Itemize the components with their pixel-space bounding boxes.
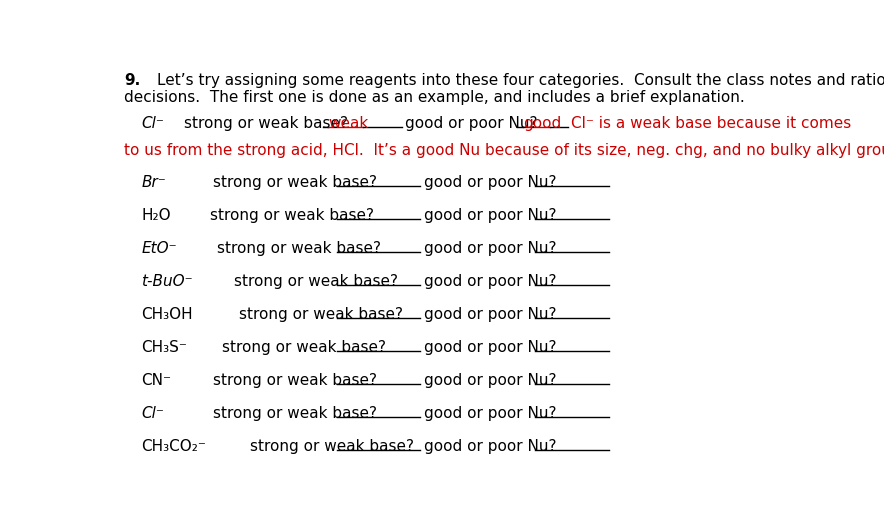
Text: good or poor Nu?: good or poor Nu?: [423, 373, 556, 388]
Text: H₂O: H₂O: [141, 208, 171, 223]
Text: strong or weak base?: strong or weak base?: [249, 439, 414, 454]
Text: decisions.  The first one is done as an example, and includes a brief explanatio: decisions. The first one is done as an e…: [124, 90, 745, 104]
Text: t-BuO⁻: t-BuO⁻: [141, 274, 193, 289]
Text: strong or weak base?: strong or weak base?: [185, 116, 348, 130]
Text: strong or weak base?: strong or weak base?: [213, 406, 377, 421]
Text: strong or weak base?: strong or weak base?: [233, 274, 398, 289]
Text: good or poor Nu?: good or poor Nu?: [423, 307, 556, 322]
Text: EtO⁻: EtO⁻: [141, 241, 177, 256]
Text: strong or weak base?: strong or weak base?: [213, 373, 377, 388]
Text: Cl⁻: Cl⁻: [141, 116, 164, 130]
Text: Br⁻: Br⁻: [141, 175, 166, 190]
Text: 9.: 9.: [124, 73, 141, 88]
Text: strong or weak base?: strong or weak base?: [217, 241, 381, 256]
Text: good or poor Nu?: good or poor Nu?: [423, 340, 556, 355]
Text: CH₃S⁻: CH₃S⁻: [141, 340, 187, 355]
Text: good or poor Nu?: good or poor Nu?: [405, 116, 537, 130]
Text: Cl⁻ is a weak base because it comes: Cl⁻ is a weak base because it comes: [571, 116, 851, 130]
Text: good or poor Nu?: good or poor Nu?: [423, 241, 556, 256]
Text: strong or weak base?: strong or weak base?: [213, 175, 377, 190]
Text: Let’s try assigning some reagents into these four categories.  Consult the class: Let’s try assigning some reagents into t…: [157, 73, 884, 88]
Text: weak: weak: [328, 116, 369, 130]
Text: CN⁻: CN⁻: [141, 373, 171, 388]
Text: Cl⁻: Cl⁻: [141, 406, 164, 421]
Text: CH₃CO₂⁻: CH₃CO₂⁻: [141, 439, 206, 454]
Text: good or poor Nu?: good or poor Nu?: [423, 406, 556, 421]
Text: CH₃OH: CH₃OH: [141, 307, 193, 322]
Text: strong or weak base?: strong or weak base?: [222, 340, 386, 355]
Text: strong or weak base?: strong or weak base?: [210, 208, 374, 223]
Text: good or poor Nu?: good or poor Nu?: [423, 439, 556, 454]
Text: good or poor Nu?: good or poor Nu?: [423, 208, 556, 223]
Text: to us from the strong acid, HCl.  It’s a good Nu because of its size, neg. chg, : to us from the strong acid, HCl. It’s a …: [124, 143, 884, 158]
Text: good or poor Nu?: good or poor Nu?: [423, 175, 556, 190]
Text: strong or weak base?: strong or weak base?: [240, 307, 403, 322]
Text: good or poor Nu?: good or poor Nu?: [423, 274, 556, 289]
Text: good: good: [523, 116, 561, 130]
